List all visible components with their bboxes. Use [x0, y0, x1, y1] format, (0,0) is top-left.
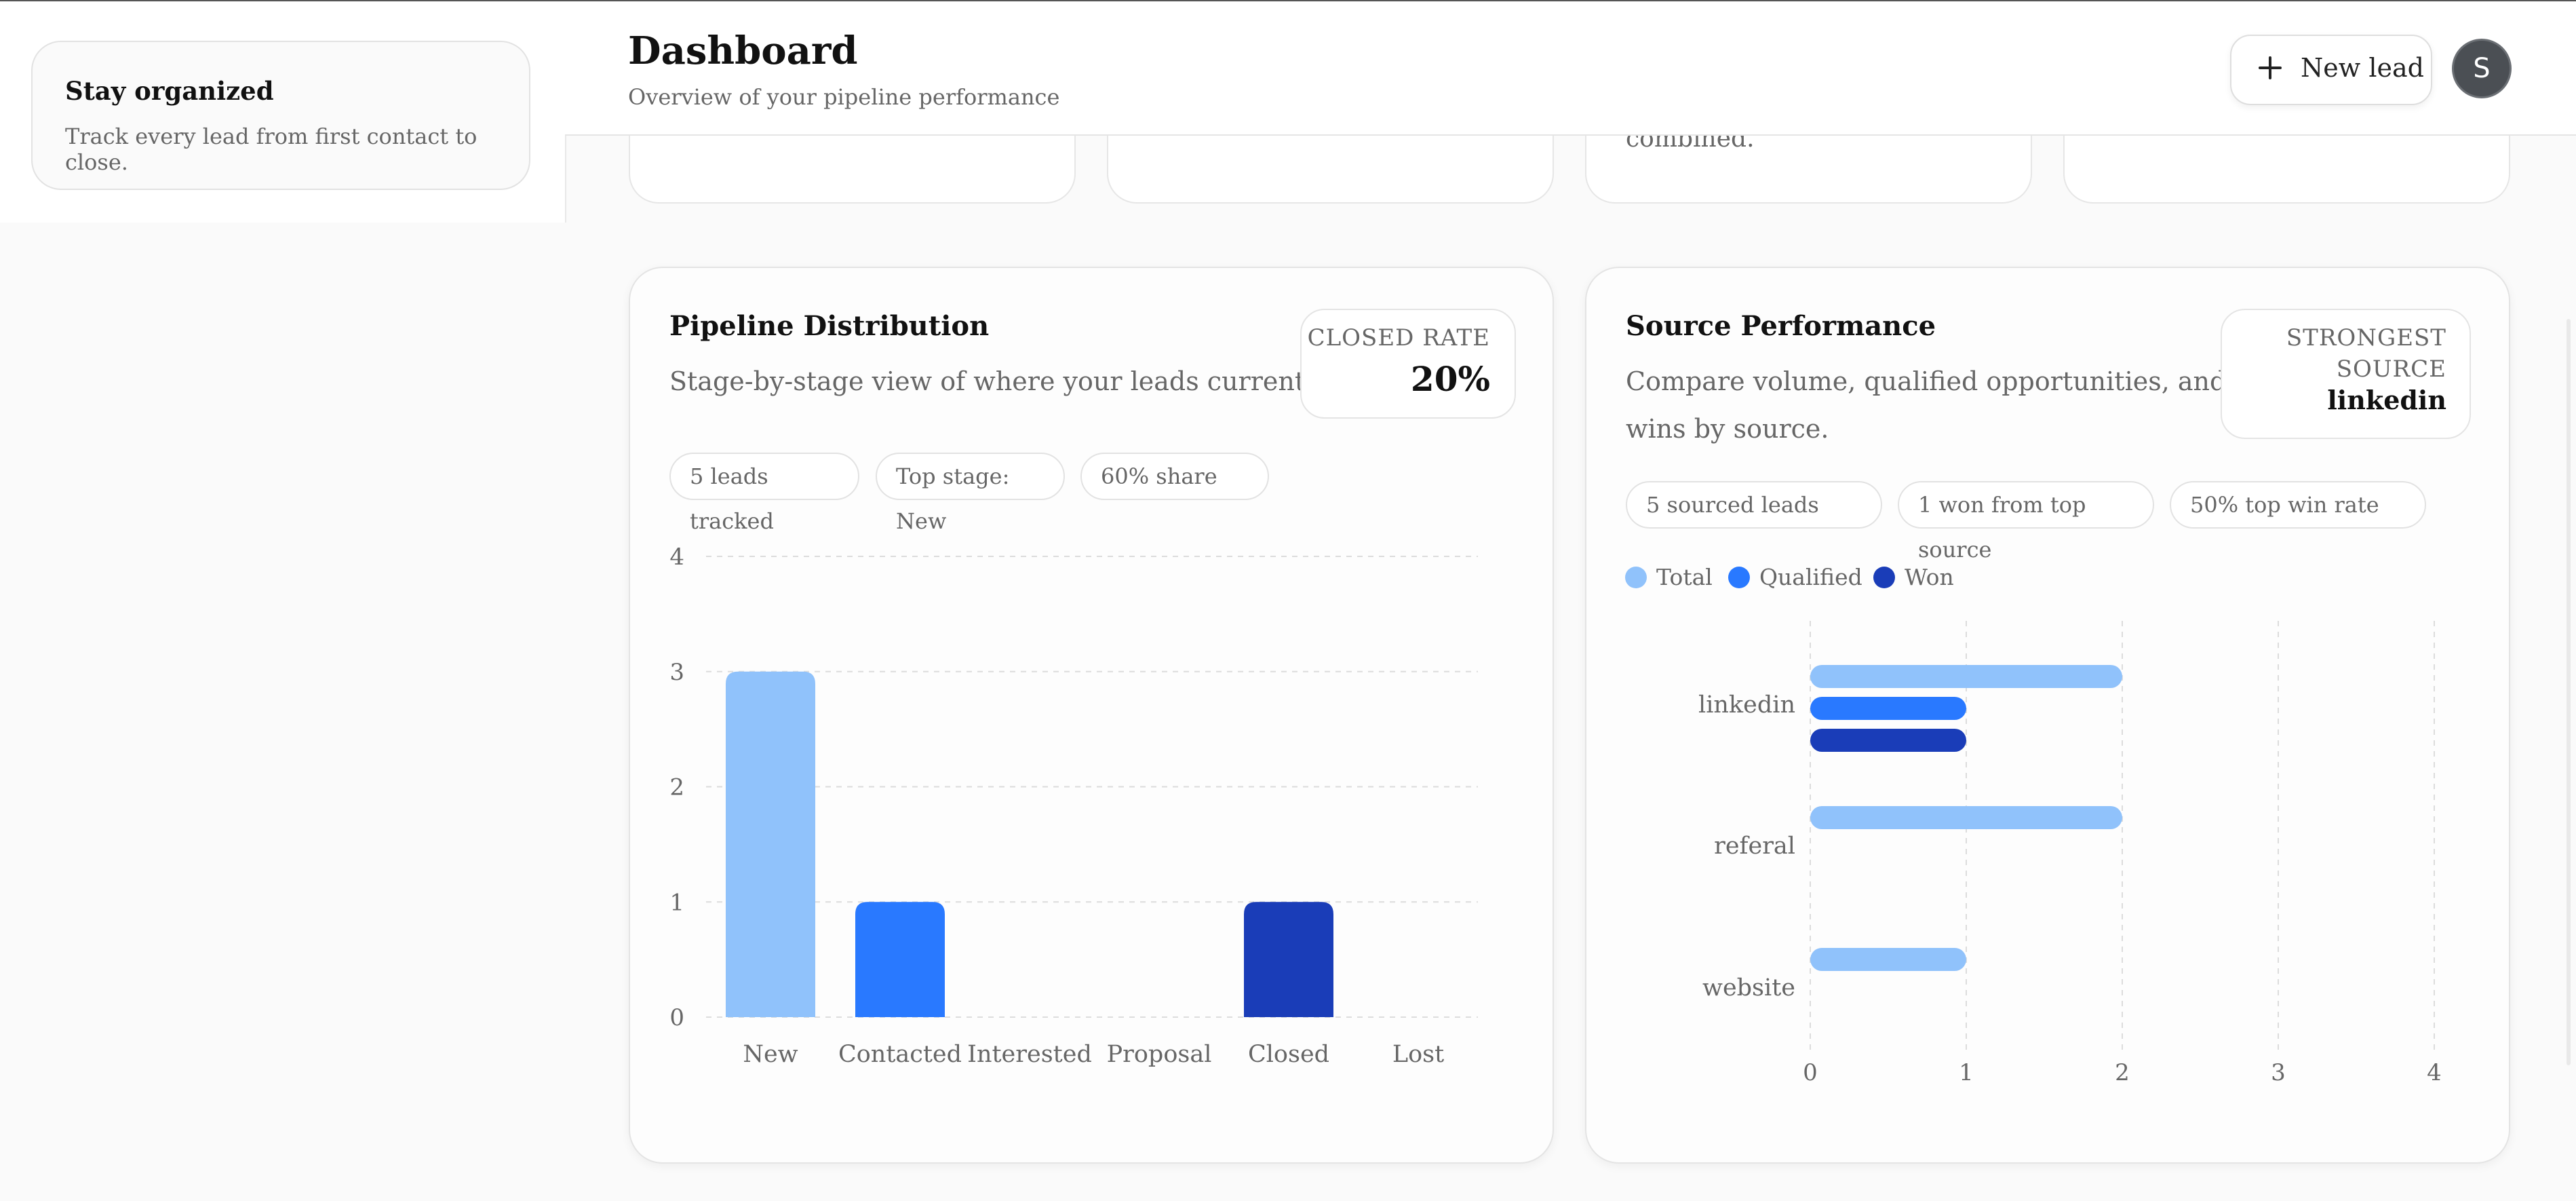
x-tick-label: Closed — [1248, 1041, 1329, 1068]
x-tick-label: Contacted — [838, 1041, 962, 1068]
bar-linkedin-qualified — [1810, 697, 1966, 720]
pipeline-subtitle: Stage-by-stage view of where your leads … — [669, 366, 1376, 396]
bar-contacted — [855, 902, 945, 1017]
x-tick-label: Lost — [1392, 1041, 1444, 1068]
legend-qualified-label: Qualified — [1759, 564, 1862, 590]
closed-rate-label: CLOSED RATE — [1307, 324, 1490, 351]
closed-rate-box: CLOSED RATE 20% — [1300, 309, 1516, 419]
bar-closed — [1244, 902, 1333, 1017]
new-lead-label: New lead — [2301, 53, 2424, 83]
bar-linkedin-won — [1810, 729, 1966, 752]
chip-top-win-rate: 50% top win rate — [2170, 481, 2426, 529]
x-tick-label: 2 — [2115, 1059, 2130, 1086]
chip-won-top-source: 1 won from top source — [1898, 481, 2154, 563]
pipeline-bar-chart: 0 1 2 3 4 New Contacted Interested Proposal Close… — [669, 544, 1478, 1068]
x-tick-label: New — [743, 1041, 798, 1068]
source-performance-panel: Source Performance Compare volume, quali… — [1585, 267, 2510, 1164]
bar-new — [726, 671, 815, 1017]
strongest-source-box: STRONGEST SOURCE linkedin — [2221, 309, 2471, 439]
avatar[interactable]: S — [2452, 39, 2512, 98]
y-category-label: linkedin — [1698, 691, 1795, 719]
strongest-source-label-1: STRONGEST — [2286, 324, 2446, 351]
chip-top-stage: Top stage: New — [876, 453, 1065, 534]
strongest-source-value: linkedin — [2327, 385, 2446, 415]
source-subtitle-line2: wins by source. — [1626, 414, 1829, 444]
source-title: Source Performance — [1626, 310, 1936, 342]
x-tick-label: Interested — [967, 1041, 1092, 1068]
chip-leads-tracked: 5 leads tracked — [669, 453, 859, 534]
source-subtitle: Compare volume, qualified opportunities,… — [1626, 358, 2226, 453]
pipeline-distribution-panel: Pipeline Distribution Stage-by-stage vie… — [629, 267, 1554, 1164]
y-tick-label: 2 — [669, 774, 684, 801]
y-tick-label: 0 — [669, 1004, 684, 1031]
legend-qualified-dot — [1728, 567, 1750, 588]
page-scrollbar[interactable] — [2567, 319, 2571, 1065]
sidebar: Stay organized Track every lead from fir… — [0, 1, 566, 223]
bar-referal-total — [1810, 806, 2122, 829]
tip-card-title: Stay organized — [65, 76, 274, 106]
tip-card-subtitle: Track every lead from first contact to c… — [65, 123, 477, 175]
closed-rate-value: 20% — [1410, 359, 1490, 399]
top-header: Dashboard Overview of your pipeline perf… — [565, 1, 2576, 136]
pipeline-title: Pipeline Distribution — [669, 310, 990, 342]
chip-sourced-leads: 5 sourced leads — [1626, 481, 1882, 529]
page-subtitle: Overview of your pipeline performance — [628, 84, 1060, 110]
source-bar-chart: 0 1 2 3 4 linkedin referal website — [1698, 621, 2442, 1086]
x-tick-label: Proposal — [1107, 1041, 1212, 1068]
strongest-source-label-2: SOURCE — [2336, 356, 2446, 383]
legend-total-label: Total — [1656, 564, 1713, 590]
chip-share: 60% share — [1080, 453, 1269, 500]
y-tick-label: 1 — [669, 889, 684, 916]
x-tick-label: 1 — [1959, 1059, 1974, 1086]
x-tick-label: 4 — [2427, 1059, 2442, 1086]
y-tick-label: 4 — [669, 544, 684, 571]
x-tick-label: 3 — [2271, 1059, 2286, 1086]
legend-won-dot — [1873, 567, 1895, 588]
y-category-label: website — [1702, 974, 1795, 1002]
y-category-label: referal — [1714, 833, 1795, 860]
legend-won-label: Won — [1905, 564, 1954, 590]
new-lead-button[interactable]: New lead — [2230, 35, 2432, 105]
bar-website-total — [1810, 948, 1966, 971]
legend-total-dot — [1625, 567, 1647, 588]
plus-icon — [2259, 56, 2282, 79]
window-top-border — [0, 0, 2576, 1]
bar-linkedin-total — [1810, 665, 2122, 688]
x-tick-label: 0 — [1803, 1059, 1818, 1086]
tip-card: Stay organized Track every lead from fir… — [31, 41, 530, 190]
y-tick-label: 3 — [669, 659, 684, 686]
page-title: Dashboard — [628, 28, 858, 73]
source-subtitle-line1: Compare volume, qualified opportunities,… — [1626, 366, 2227, 396]
